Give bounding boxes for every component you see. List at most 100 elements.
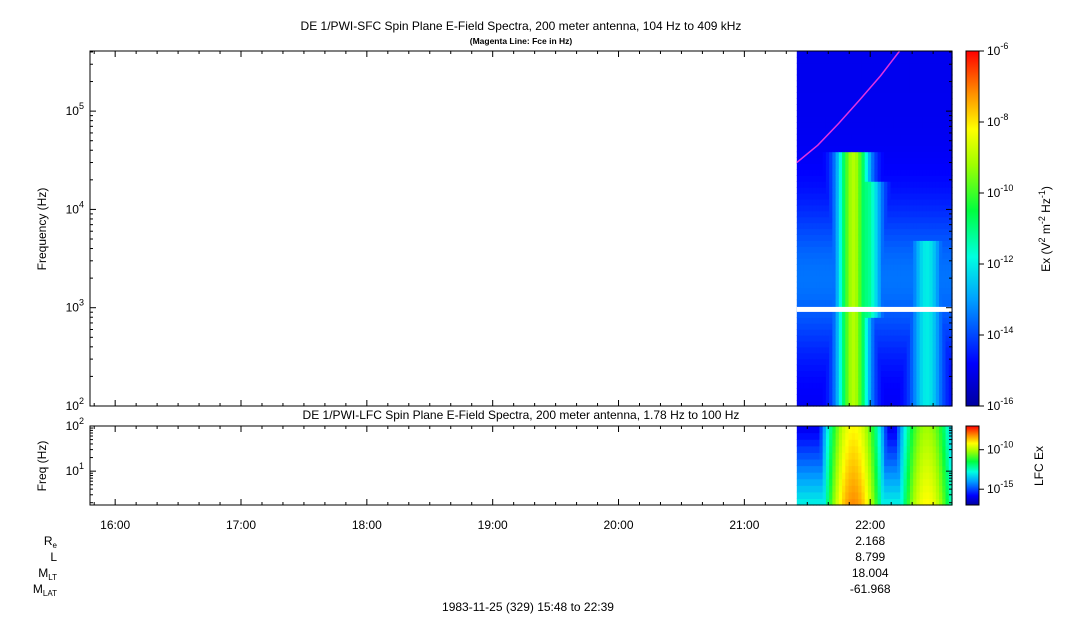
sfc-cell [890, 346, 895, 354]
sfc-cell [835, 246, 840, 253]
sfc-cell [835, 68, 840, 76]
sfc-cell [897, 92, 901, 99]
sfc-cell [887, 364, 892, 372]
sfc-cell [806, 275, 811, 283]
sfc-cell [909, 293, 914, 301]
sfc-y-tick-label: 103 [66, 298, 84, 315]
sfc-cell [880, 287, 885, 295]
sfc-cell [855, 86, 859, 94]
sfc-cell [832, 281, 837, 289]
sfc-cell [939, 56, 943, 64]
sfc-cell [909, 68, 914, 76]
sfc-cell [874, 293, 879, 301]
sfc-cell [842, 323, 846, 330]
sfc-cell [939, 62, 943, 70]
lfc-cell [903, 458, 908, 467]
sfc-cell [851, 269, 856, 277]
sfc-cell [816, 388, 821, 395]
sfc-cell [942, 240, 947, 247]
sfc-cell [939, 127, 943, 135]
sfc-cell [861, 110, 866, 117]
sfc-cell [919, 240, 924, 247]
lfc-cell [812, 445, 817, 453]
sfc-cell [874, 358, 879, 366]
sfc-cell [848, 364, 853, 372]
lfc-cell [897, 485, 901, 493]
sfc-cell [845, 145, 850, 153]
sfc-cell [919, 56, 924, 64]
sfc-cell [855, 234, 859, 241]
sfc-cell [858, 317, 863, 324]
lfc-cell [809, 452, 814, 460]
lfc-cell [803, 478, 808, 486]
sfc-cell [945, 110, 950, 117]
lfc-cell [812, 432, 817, 440]
sfc-cell [935, 151, 940, 159]
sfc-cell [867, 187, 872, 194]
sfc-cell [871, 157, 875, 165]
lfc-cell [890, 426, 895, 434]
lfc-cell [845, 478, 850, 486]
sfc-cell [861, 340, 866, 348]
sfc-cell [884, 86, 888, 94]
sfc-cell [929, 169, 934, 176]
lfc-cell [832, 458, 837, 467]
sfc-cell [926, 335, 930, 342]
sfc-cell [945, 116, 950, 123]
lfc-cell [922, 472, 927, 480]
sfc-cell [822, 86, 827, 94]
lfc-cell [874, 426, 879, 434]
sfc-cell [932, 163, 937, 170]
lfc-cell [858, 432, 863, 440]
sfc-cell [890, 364, 895, 372]
sfc-cell [832, 62, 837, 70]
sfc-cell [855, 311, 859, 318]
sfc-cell [845, 400, 850, 407]
sfc-cell [935, 358, 940, 366]
sfc-cell [906, 258, 911, 265]
sfc-cell [893, 216, 898, 224]
sfc-cell [900, 104, 905, 111]
lfc-cell [812, 472, 817, 480]
sfc-cell [877, 145, 882, 153]
sfc-cell [884, 323, 888, 330]
sfc-cell [903, 382, 908, 389]
sfc-cell [842, 346, 846, 354]
sfc-cell [900, 394, 905, 401]
sfc-cell [829, 169, 833, 176]
sfc-cell [874, 228, 879, 236]
sfc-cell [855, 252, 859, 259]
sfc-cell [939, 335, 943, 342]
sfc-cell [897, 240, 901, 247]
sfc-cell [935, 181, 940, 188]
sfc-cell [913, 394, 918, 401]
sfc-cell [825, 127, 830, 135]
sfc-cell [803, 193, 808, 200]
sfc-cell [939, 329, 943, 336]
lfc-cell [796, 458, 801, 467]
sfc-cell [887, 335, 892, 342]
sfc-cell [848, 187, 853, 194]
lfc-cell [838, 485, 843, 493]
sfc-cell [942, 346, 947, 354]
sfc-cell [948, 151, 953, 159]
sfc-cell [871, 163, 875, 170]
lfc-cell [913, 472, 918, 480]
sfc-cell [874, 346, 879, 354]
sfc-cell [897, 127, 901, 135]
sfc-cell [929, 311, 934, 318]
sfc-cell [816, 234, 821, 241]
sfc-cell [855, 240, 859, 247]
sfc-cell [948, 222, 953, 230]
sfc-cell [848, 269, 853, 277]
sfc-cell [916, 317, 921, 324]
sfc-cell [948, 56, 953, 64]
sfc-cell [935, 317, 940, 324]
sfc-y-tick-label: 104 [66, 199, 84, 216]
sfc-cell [825, 151, 830, 159]
sfc-cell [835, 293, 840, 301]
sfc-cell [822, 216, 827, 224]
lfc-cell [916, 439, 921, 447]
sfc-cell [845, 151, 850, 159]
lfc-cell [838, 439, 843, 447]
